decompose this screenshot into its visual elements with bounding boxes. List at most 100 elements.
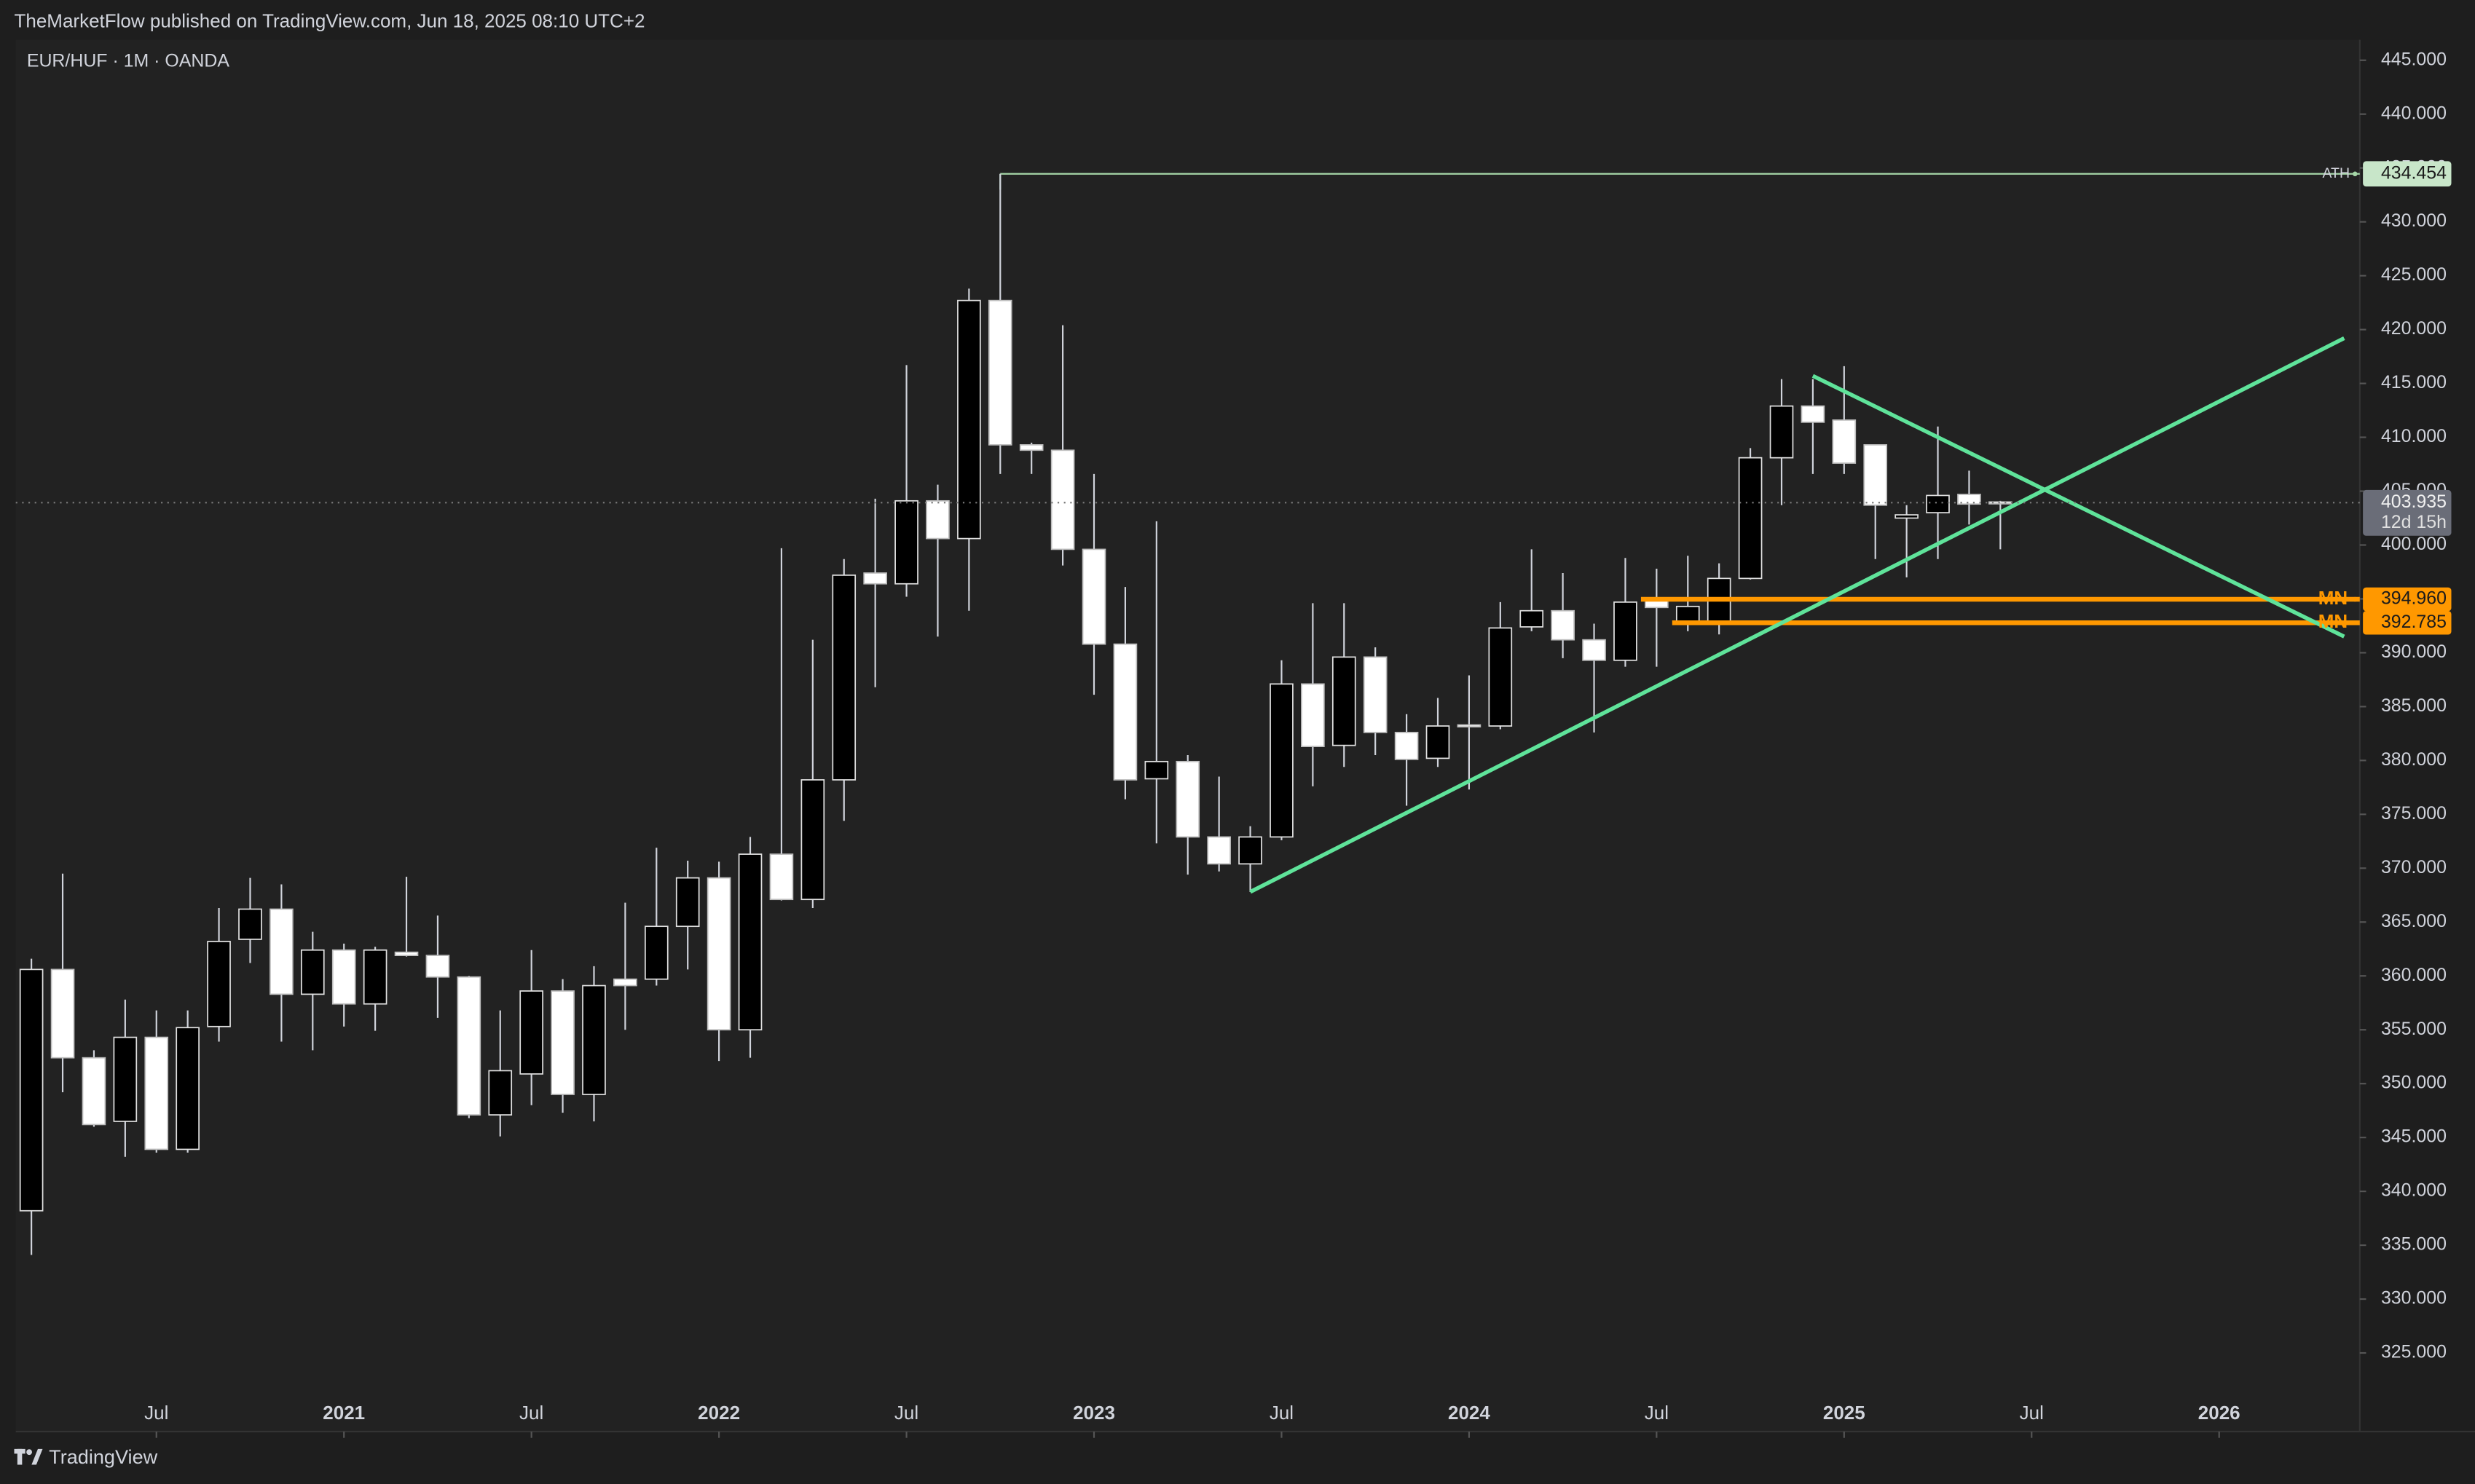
ath-dot [2353, 171, 2358, 177]
candle-body [425, 955, 450, 978]
candle-body [1176, 760, 1200, 838]
candle-body [1363, 656, 1388, 733]
footer-brand: TradingView [49, 1445, 157, 1468]
candle-body [582, 984, 606, 1095]
ath-label: ATH [2323, 165, 2350, 181]
candle-body [1270, 683, 1294, 838]
level-price: 392.785 [2381, 612, 2447, 632]
countdown: 12d 15h [2381, 512, 2447, 532]
level-label: MN [2318, 610, 2348, 632]
candle-body [551, 990, 575, 1095]
level-label: MN [2318, 587, 2348, 609]
ath-price: 434.454 [2381, 162, 2447, 183]
candle-body [1519, 609, 1544, 628]
last-price-box [2363, 489, 2452, 536]
candle-body [957, 299, 981, 540]
x-tick-label: 2025 [1823, 1402, 1865, 1424]
candle-body [863, 572, 887, 585]
candle-body [1301, 683, 1325, 747]
candle-body [1050, 449, 1075, 550]
y-tick-label: 400.000 [2381, 534, 2447, 554]
candle-body [613, 978, 637, 987]
y-tick-label: 340.000 [2381, 1180, 2447, 1201]
candle-body [926, 500, 950, 540]
x-tick-label: Jul [894, 1402, 918, 1424]
y-tick-label: 335.000 [2381, 1234, 2447, 1255]
trendline [1249, 336, 2345, 894]
candle-body [894, 500, 918, 585]
candle-body [1582, 639, 1606, 661]
y-tick-label: 385.000 [2381, 695, 2447, 716]
header: TheMarketFlow published on TradingView.c… [15, 10, 645, 32]
candle-body [1238, 836, 1262, 865]
candle-body [50, 968, 75, 1059]
x-tick-label: Jul [519, 1402, 543, 1424]
y-tick-label: 420.000 [2381, 318, 2447, 339]
trendline [1811, 374, 2345, 639]
candle-body [1926, 494, 1950, 513]
x-tick-label: Jul [1645, 1402, 1669, 1424]
y-tick-label: 325.000 [2381, 1342, 2447, 1362]
y-tick-label: 430.000 [2381, 210, 2447, 231]
candle-body [1957, 494, 1981, 505]
ath-price-box [2363, 161, 2452, 187]
candle-body [1801, 405, 1825, 423]
candle-body [1832, 419, 1857, 464]
candle-body [769, 853, 794, 901]
y-tick-label: 415.000 [2381, 372, 2447, 392]
level-dot [2353, 596, 2358, 602]
candle-body [82, 1057, 106, 1126]
level-dot [2353, 620, 2358, 625]
candle-body [1551, 609, 1575, 641]
y-tick-label: 445.000 [2381, 49, 2447, 69]
candle-body [1488, 627, 1513, 727]
y-tick-label: 375.000 [2381, 803, 2447, 824]
candle-body [707, 877, 731, 1031]
x-tick-label: 2026 [2198, 1402, 2240, 1424]
y-tick-label: 410.000 [2381, 426, 2447, 446]
candle-body [1019, 444, 1044, 451]
candle-body [144, 1036, 169, 1151]
y-tick-label: 360.000 [2381, 965, 2447, 985]
candle-body [832, 575, 857, 781]
candle-body [394, 951, 419, 956]
candle-body [675, 877, 700, 928]
last-price: 403.935 [2381, 492, 2447, 512]
candle-body [488, 1070, 513, 1116]
candle-body [457, 976, 481, 1116]
candle-body [19, 968, 44, 1212]
candle-body [1457, 724, 1482, 728]
candle-body [176, 1027, 200, 1151]
symbol-title: EUR/HUF · 1M · OANDA [27, 51, 230, 71]
candle-body [644, 925, 669, 980]
candle-body [269, 908, 294, 995]
candle-body [1738, 457, 1763, 580]
x-tick-label: 2022 [698, 1402, 740, 1424]
y-tick-label: 355.000 [2381, 1019, 2447, 1039]
y-tick-label: 370.000 [2381, 857, 2447, 877]
y-tick-label: 350.000 [2381, 1073, 2447, 1093]
candle-body [113, 1036, 138, 1122]
x-tick-label: 2021 [323, 1402, 365, 1424]
candle-body [1769, 405, 1794, 459]
footer-logo [14, 1448, 43, 1465]
y-tick-label: 380.000 [2381, 749, 2447, 770]
x-tick-label: 2024 [1448, 1402, 1490, 1424]
candle-body [1144, 760, 1169, 780]
candle-body [1613, 601, 1637, 661]
candle-body [519, 990, 543, 1075]
candle-body [1207, 836, 1231, 865]
candle-body [207, 941, 231, 1027]
candle-body [331, 949, 356, 1005]
x-tick-label: 2023 [1073, 1402, 1115, 1424]
x-tick-label: Jul [2020, 1402, 2044, 1424]
level-price-box [2363, 587, 2452, 612]
y-tick-label: 345.000 [2381, 1126, 2447, 1147]
candle-body [1425, 725, 1450, 759]
level-price-box [2363, 610, 2452, 635]
x-tick-label: Jul [1270, 1402, 1294, 1424]
candle-body [800, 779, 825, 901]
y-tick-label: 390.000 [2381, 642, 2447, 662]
y-tick-label: 425.000 [2381, 264, 2447, 285]
